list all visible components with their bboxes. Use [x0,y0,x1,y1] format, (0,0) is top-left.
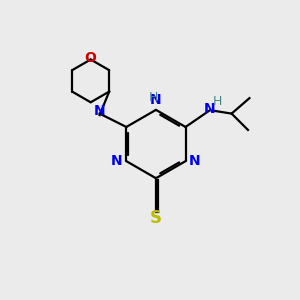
Text: N: N [94,103,105,118]
Text: N: N [189,154,201,168]
Text: H: H [213,95,222,108]
Text: H: H [148,91,158,104]
Text: O: O [85,51,97,65]
Text: N: N [204,102,215,116]
Text: S: S [150,209,162,227]
Text: N: N [150,93,162,107]
Text: N: N [111,154,123,168]
